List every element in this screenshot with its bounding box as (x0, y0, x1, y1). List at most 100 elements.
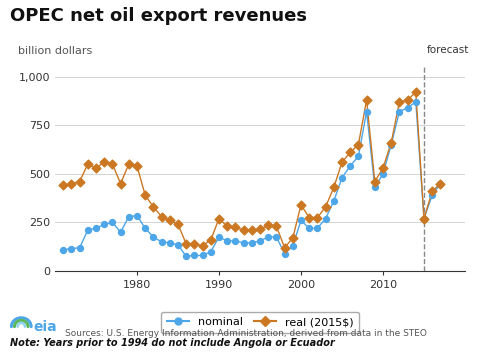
Point (338, 159, 346, 165)
Text: eia: eia (34, 320, 57, 334)
Point (280, 251, 288, 256)
Point (59, 247, 67, 252)
Point (396, 109, 404, 114)
Point (92, 165, 100, 171)
Point (264, 222, 272, 228)
Point (420, 216, 428, 221)
Point (223, 238, 231, 244)
Point (207, 237, 215, 243)
Point (256, 238, 264, 244)
Point (338, 175, 346, 181)
Point (330, 184, 338, 190)
Point (198, 243, 206, 249)
Point (198, 253, 206, 258)
Point (272, 224, 280, 229)
Point (412, 89, 420, 95)
Point (182, 254, 190, 259)
Point (248, 240, 256, 246)
Point (174, 221, 182, 227)
Point (420, 216, 428, 221)
Point (404, 105, 411, 111)
Point (379, 171, 387, 177)
Point (116, 230, 124, 235)
Point (330, 198, 338, 204)
Point (240, 240, 248, 246)
Point (141, 193, 149, 198)
Point (396, 99, 404, 105)
Point (59, 183, 67, 188)
Point (362, 97, 370, 103)
Point (150, 204, 158, 210)
Point (158, 214, 166, 219)
Point (314, 215, 322, 220)
Point (379, 165, 387, 171)
Point (232, 238, 239, 244)
Point (371, 184, 379, 190)
Text: billion dollars: billion dollars (18, 46, 92, 56)
Point (158, 239, 166, 245)
Point (141, 225, 149, 231)
Point (100, 221, 108, 227)
Point (232, 225, 239, 230)
Point (76, 245, 84, 251)
Point (264, 234, 272, 240)
Point (322, 216, 330, 221)
Point (346, 163, 354, 169)
Point (371, 179, 379, 184)
Point (76, 179, 84, 184)
Point (190, 253, 198, 258)
Point (314, 225, 322, 231)
Point (412, 99, 420, 105)
Point (354, 153, 362, 159)
Point (215, 234, 223, 240)
Point (289, 235, 297, 241)
Legend: nominal, real (2015$): nominal, real (2015$) (161, 312, 359, 333)
Point (240, 227, 248, 233)
Text: forecast: forecast (426, 45, 469, 55)
Text: Sources: U.S. Energy Information Administration, derived from data in the STEO: Sources: U.S. Energy Information Adminis… (65, 329, 427, 338)
Point (84, 161, 92, 167)
Point (116, 181, 124, 186)
Point (248, 227, 256, 233)
Point (133, 163, 141, 169)
Point (387, 140, 395, 145)
Point (297, 218, 305, 223)
Point (256, 226, 264, 232)
Point (207, 249, 215, 254)
Point (346, 150, 354, 155)
Point (428, 189, 436, 194)
Point (322, 204, 330, 210)
Point (362, 109, 370, 114)
Point (182, 241, 190, 247)
Point (84, 227, 92, 233)
Point (272, 234, 280, 240)
Point (223, 224, 231, 229)
Point (305, 225, 313, 231)
Point (289, 243, 297, 249)
Point (354, 142, 362, 147)
Point (436, 181, 444, 186)
Point (92, 225, 100, 231)
Point (280, 245, 288, 251)
Point (133, 213, 141, 219)
Point (190, 241, 198, 247)
Point (108, 161, 116, 167)
Text: Note: Years prior to 1994 do not include Angola or Ecuador: Note: Years prior to 1994 do not include… (10, 339, 335, 348)
Point (305, 215, 313, 220)
Point (108, 220, 116, 225)
Point (125, 161, 133, 167)
Point (387, 142, 395, 147)
Point (125, 214, 133, 219)
Point (436, 181, 444, 186)
Point (404, 97, 411, 103)
Text: OPEC net oil export revenues: OPEC net oil export revenues (10, 7, 307, 25)
Point (297, 202, 305, 208)
Point (68, 246, 76, 251)
Point (428, 193, 436, 198)
Point (166, 240, 174, 246)
Point (215, 216, 223, 221)
Point (68, 181, 76, 186)
Point (150, 234, 158, 240)
Point (100, 159, 108, 165)
Point (166, 218, 174, 223)
